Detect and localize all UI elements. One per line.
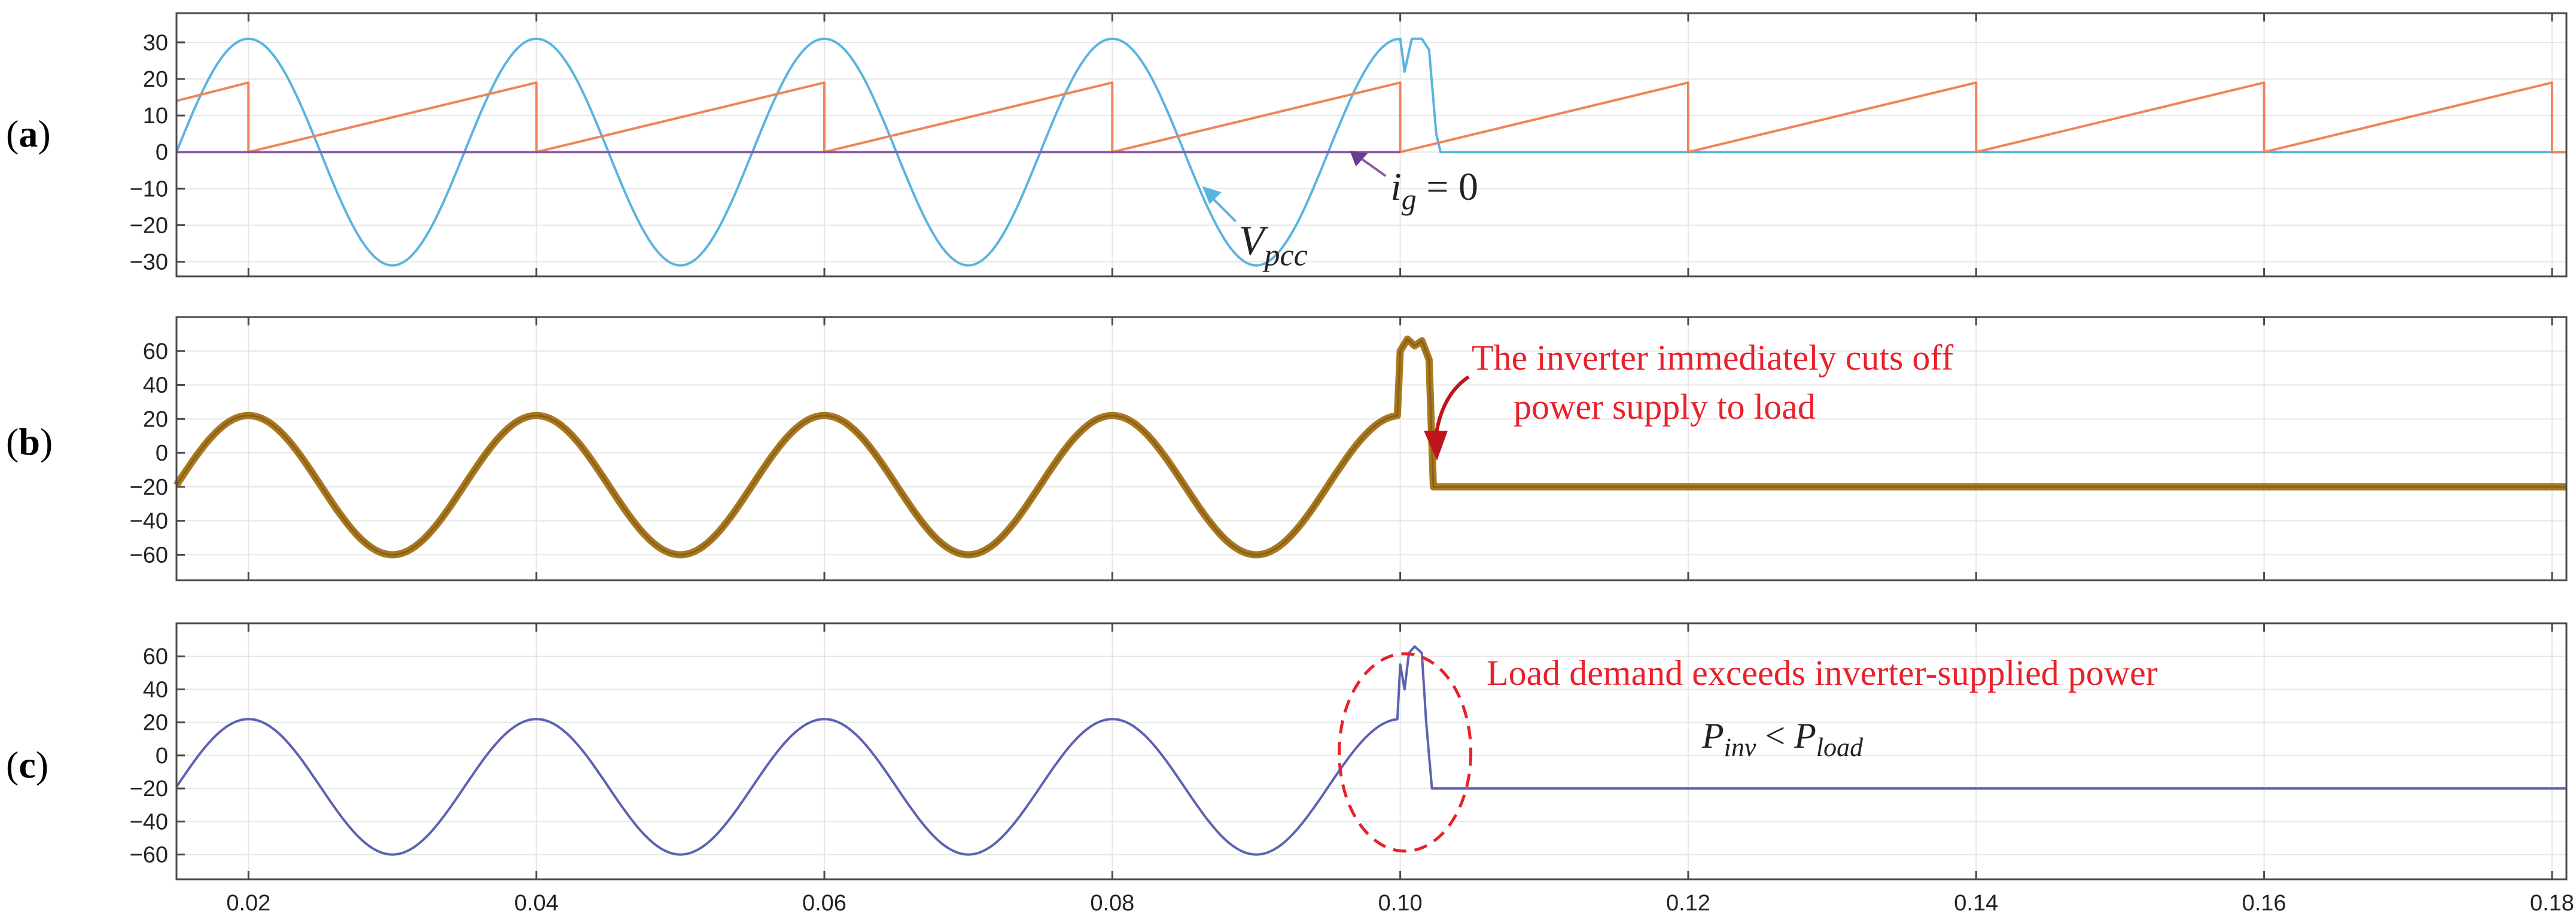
panel-label-open: ( xyxy=(6,112,19,155)
y-tick-label: 20 xyxy=(143,407,168,432)
annotation-arrow xyxy=(1434,375,1470,437)
y-tick-label: 0 xyxy=(156,140,168,165)
y-tick-label: 60 xyxy=(143,644,168,669)
panel-label-letter: a xyxy=(19,112,38,155)
x-tick-label: 0.14 xyxy=(1954,891,1998,914)
x-tick-label: 0.02 xyxy=(226,891,270,914)
y-tick-label: 30 xyxy=(143,31,168,56)
y-tick-label: −20 xyxy=(130,213,168,238)
y-tick-label: −10 xyxy=(130,176,168,202)
annotation-line-2: power supply to load xyxy=(1514,387,1816,426)
x-tick-label: 0.12 xyxy=(1666,891,1710,914)
panel-c: −60 −40 −20 0 20 40 60 0.02 0.04 0.06 0.08 0.10 0.12… xyxy=(130,622,2574,914)
ig-label: ig = 0 xyxy=(1390,165,1478,216)
ig-label-main: i xyxy=(1390,165,1401,209)
y-tick-label: −30 xyxy=(130,250,168,275)
vpcc-label: Vpcc xyxy=(1239,218,1308,272)
p-load-sub: load xyxy=(1816,733,1864,762)
panel-label-close: ) xyxy=(36,744,48,786)
plot-frame xyxy=(175,12,2568,278)
y-tick-label: −20 xyxy=(130,475,168,500)
y-tick-label: 60 xyxy=(143,339,168,364)
y-tick-label: 40 xyxy=(143,677,168,702)
y-tick-label: −20 xyxy=(130,776,168,802)
y-tick-label: 0 xyxy=(156,744,168,769)
ig-arrow-head xyxy=(1350,151,1368,167)
plot-frame xyxy=(175,622,2568,881)
annotation-line-1: Load demand exceeds inverter-supplied po… xyxy=(1487,653,2158,693)
y-tick-label: 20 xyxy=(143,711,168,736)
y-tick-label: 40 xyxy=(143,373,168,398)
series-line-sawtooth xyxy=(176,81,2566,154)
panel-label-b: (b) xyxy=(6,421,53,463)
panel-label-c: (c) xyxy=(6,744,48,786)
p-op: < xyxy=(1756,716,1794,755)
ig-label-sub: g xyxy=(1402,182,1417,216)
panel-label-close: ) xyxy=(40,421,53,463)
x-tick-label: 0.08 xyxy=(1090,891,1134,914)
plot-frame xyxy=(175,316,2568,581)
ig-label-tail: = 0 xyxy=(1417,165,1478,209)
y-tick-label: 10 xyxy=(143,103,168,129)
panel-a: −30 −20 −10 0 10 20 30 Vpcc ig = 0 xyxy=(130,12,2568,278)
x-tick-label: 0.10 xyxy=(1378,891,1423,914)
series-line-inverter-output xyxy=(173,335,2566,559)
panel-label-open: ( xyxy=(6,744,19,786)
panel-label-close: ) xyxy=(38,112,50,155)
y-tick-label: 20 xyxy=(143,67,168,92)
series-line-load-power xyxy=(175,645,2566,856)
x-tick-label: 0.18 xyxy=(2530,891,2574,914)
p-inv-sub: inv xyxy=(1724,733,1756,762)
panel-label-letter: c xyxy=(19,744,35,786)
x-tick-label: 0.06 xyxy=(802,891,847,914)
y-tick-label: −60 xyxy=(130,843,168,868)
p-inv-main: P xyxy=(1701,716,1724,755)
annotation-inequality: Pinv < Pload xyxy=(1701,716,1864,762)
annotation-line-1: The inverter immediately cuts off xyxy=(1472,338,1953,377)
panel-label-a: (a) xyxy=(6,112,51,155)
p-load-main: P xyxy=(1794,716,1816,755)
x-tick-label: 0.16 xyxy=(2242,891,2286,914)
x-tick-label: 0.04 xyxy=(514,891,559,914)
y-tick-label: 0 xyxy=(156,441,168,466)
series-line-core xyxy=(175,337,2566,556)
y-tick-label: −40 xyxy=(130,509,168,534)
vpcc-label-sub: pcc xyxy=(1262,238,1308,272)
series-line-vpcc xyxy=(175,37,2566,267)
y-tick-label: −60 xyxy=(130,543,168,568)
highlight-ellipse xyxy=(1338,652,1473,853)
y-tick-label: −40 xyxy=(130,809,168,834)
panel-label-open: ( xyxy=(6,421,19,463)
vpcc-arrow-head xyxy=(1202,186,1222,205)
vpcc-label-main: V xyxy=(1239,218,1269,264)
panel-label-letter: b xyxy=(19,421,40,463)
annotation-arrow-head xyxy=(1424,431,1448,461)
panel-b: −60 −40 −20 0 20 40 60 The inverter immediately… xyxy=(130,316,2568,581)
